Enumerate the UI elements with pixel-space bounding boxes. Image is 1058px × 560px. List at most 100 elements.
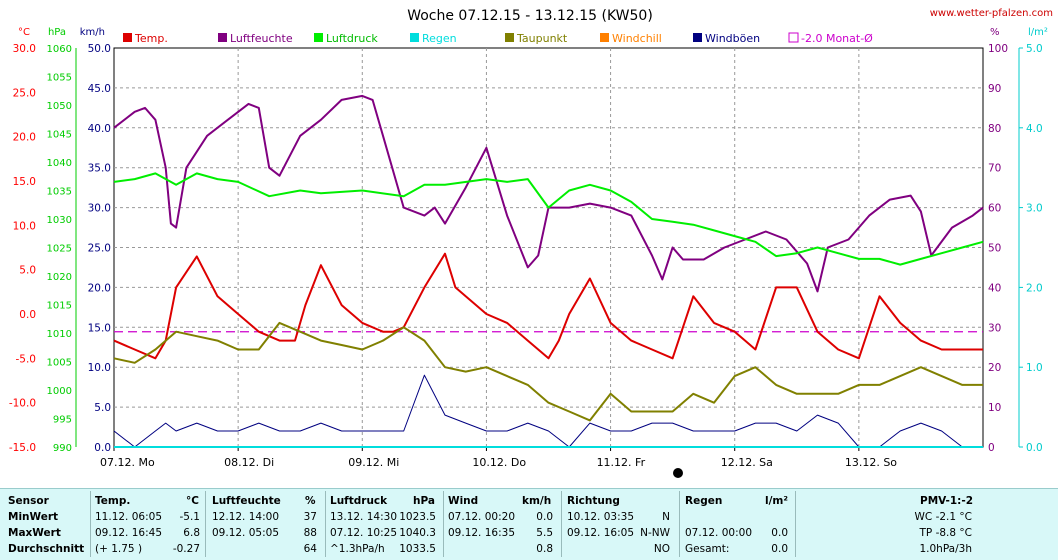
wind-tick-label: 20.0 (88, 282, 111, 294)
header-rain-unit: l/m² (765, 495, 788, 507)
rain-time: Gesamt: (685, 543, 730, 555)
wind-tick-label: 15.0 (88, 322, 111, 334)
humidity-tick-label: 40 (988, 282, 1001, 294)
direction-time: 10.12. 03:35 (567, 511, 634, 523)
legend-label: Windchill (612, 32, 662, 45)
legend-label: Windböen (705, 32, 760, 45)
humidity-tick-label: 60 (988, 203, 1001, 215)
separator (795, 491, 796, 557)
wind-tick-label: 30.0 (88, 203, 111, 215)
pressure-tick-label: 1010 (47, 329, 72, 340)
legend-label: Regen (422, 32, 457, 45)
rain-value: 0.0 (771, 543, 788, 555)
humidity-value: 64 (303, 543, 317, 555)
rain-unit: l/m² (1028, 27, 1048, 38)
rain-value: 0.0 (771, 527, 788, 539)
humidity-tick-label: 20 (988, 362, 1001, 374)
header-sensor: Sensor (8, 495, 49, 507)
wind-value: 0.8 (536, 543, 553, 555)
direction-value: N (662, 511, 670, 523)
chart-title: Woche 07.12.15 - 13.12.15 (KW50) (407, 8, 653, 24)
x-tick-label: 12.12. Sa (721, 456, 773, 469)
pressure-unit: hPa (48, 27, 66, 38)
pmv-value: WC -2.1 °C (914, 511, 972, 523)
weather-chart: 07.12. Mo 08.12. Di 09.12. Mi 10.12. Do 11.1… (9, 8, 1053, 478)
x-tick-label: 13.12. So (845, 456, 897, 469)
wind-value: 0.0 (536, 511, 553, 523)
legend-label: -2.0 Monat-Ø (801, 32, 873, 45)
temp-tick-label: 20.0 (13, 132, 36, 144)
temp-time: 09.12. 16:45 (95, 527, 162, 539)
humidity-value: 37 (303, 511, 317, 523)
pressure-tick-label: 1040 (47, 158, 72, 169)
temp-tick-label: 5.0 (19, 265, 36, 277)
humidity-value: 88 (303, 527, 317, 539)
temp-tick-label: 25.0 (13, 87, 36, 99)
pressure-tick-label: 1020 (47, 272, 72, 283)
pressure-tick-label: 1015 (47, 301, 72, 312)
x-tick-label: 08.12. Di (224, 456, 274, 469)
direction-time: 09.12. 16:05 (567, 527, 634, 539)
humidity-tick-label: 30 (988, 322, 1001, 334)
header-rain: Regen (685, 495, 723, 507)
header-temp: Temp. (95, 495, 131, 507)
temp-tick-label: 15.0 (13, 176, 36, 188)
wind-time: 09.12. 16:35 (448, 527, 515, 539)
temp-value: -5.1 (179, 511, 201, 523)
now-marker-icon (673, 468, 683, 478)
wind-tick-label: 10.0 (88, 362, 111, 374)
pressure-value: 1033.5 (399, 543, 436, 555)
rain-tick-label: 1.0 (1026, 362, 1043, 374)
header-direction: Richtung (567, 495, 620, 507)
wind-unit: km/h (80, 27, 105, 38)
pmv-value: 1.0hPa/3h (919, 543, 972, 555)
temp-unit: °C (18, 27, 30, 38)
temp-tick-label: 10.0 (13, 220, 36, 232)
pressure-time: 07.12. 10:25 (330, 527, 397, 539)
pressure-tick-label: 1060 (47, 44, 72, 55)
legend-swatch (505, 33, 514, 42)
wind-tick-label: 5.0 (94, 402, 111, 414)
rain-tick-label: 2.0 (1026, 282, 1043, 294)
humidity-tick-label: 70 (988, 163, 1001, 175)
humidity-time: 09.12. 05:05 (212, 527, 279, 539)
humidity-tick-label: 90 (988, 83, 1001, 95)
header-wind-unit: km/h (522, 495, 552, 507)
legend-swatch (314, 33, 323, 42)
row-label: Durchschnitt (8, 543, 85, 555)
wind-value: 5.5 (536, 527, 553, 539)
x-tick-label: 07.12. Mo (100, 456, 155, 469)
header-wind: Wind (448, 495, 479, 507)
humidity-time: 12.12. 14:00 (212, 511, 279, 523)
legend-label: Temp. (134, 32, 168, 45)
rain-tick-label: 0.0 (1026, 442, 1043, 454)
legend-label: Luftfeuchte (230, 32, 293, 45)
series-luftfeuchte (113, 94, 984, 293)
legend-swatch (600, 33, 609, 42)
x-tick-label: 09.12. Mi (348, 456, 399, 469)
legend-swatch (218, 33, 227, 42)
pressure-tick-label: 1025 (47, 244, 72, 255)
separator (325, 491, 326, 557)
wind-tick-label: 35.0 (88, 163, 111, 175)
temp-tick-label: -10.0 (9, 398, 36, 410)
legend-swatch (693, 33, 702, 42)
chart-legend: Temp. Luftfeuchte Luftdruck Regen Taupunkt Wi… (123, 32, 873, 45)
legend-swatch (410, 33, 419, 42)
pressure-time: ^1.3hPa/h (330, 543, 385, 555)
source-link[interactable]: www.wetter-pfalzen.com (930, 8, 1053, 19)
legend-label: Taupunkt (516, 32, 568, 45)
pressure-tick-label: 1055 (47, 73, 72, 84)
pressure-time: 13.12. 14:30 (330, 511, 397, 523)
separator (205, 491, 206, 557)
series-temp- (113, 252, 983, 360)
temp-value: 6.8 (183, 527, 200, 539)
direction-value: NO (653, 543, 670, 555)
header-pressure-unit: hPa (413, 495, 435, 507)
stats-table: Sensor Temp. °C Luftfeuchte % Luftdruck … (0, 488, 1058, 560)
temp-time: (+ 1.75 ) (95, 543, 143, 555)
rain-tick-label: 5.0 (1026, 43, 1043, 55)
header-temp-unit: °C (186, 495, 199, 507)
pressure-tick-label: 1045 (47, 130, 72, 141)
rain-time: 07.12. 00:00 (685, 527, 752, 539)
